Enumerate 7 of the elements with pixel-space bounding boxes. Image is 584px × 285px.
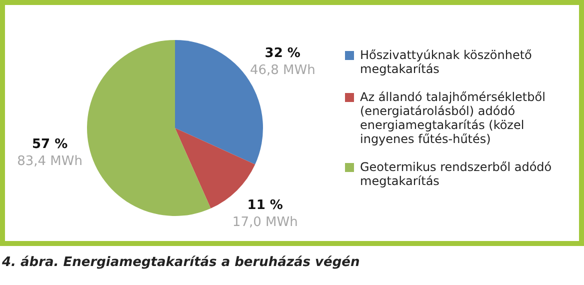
data-label: 11 % 17,0 MWh — [232, 198, 298, 230]
data-label: 32 % 46,8 MWh — [250, 46, 316, 78]
legend-label: Az állandó talajhőmérsékletből (energiatárolásból) adódó energiamegtakarítás (közel ingyenes fűtés-hűtés) — [360, 90, 546, 146]
data-label: 57 % 83,4 MWh — [17, 137, 82, 170]
legend-label: Hőszivattyúknak köszönhető megtakarítás — [360, 48, 533, 76]
text: 4. ábra. Energiamegtakarítás a beruházás végén — [2, 255, 360, 270]
legend-label: Geotermikus rendszerből adódó megtakarítás — [360, 160, 553, 188]
